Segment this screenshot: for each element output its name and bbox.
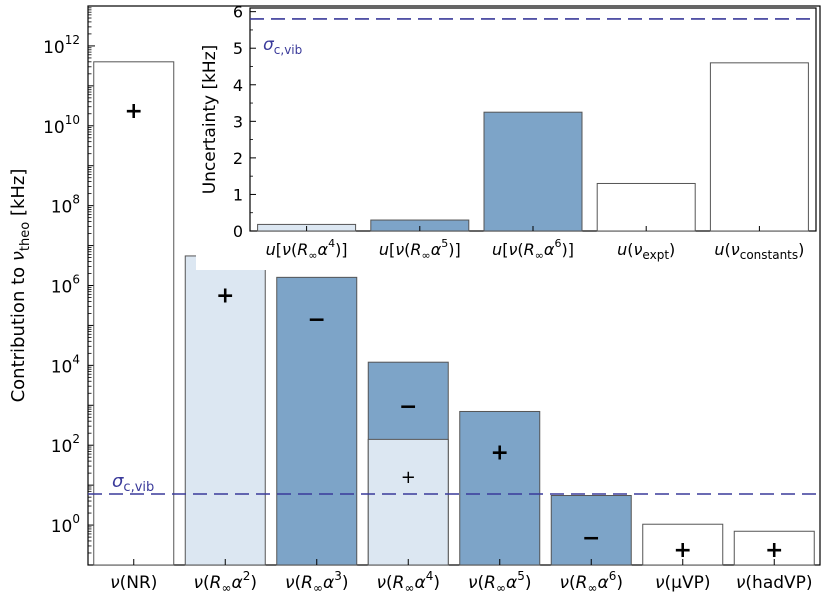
- sign-label: −: [308, 307, 326, 332]
- inset-y-axis-label: Uncertainty [kHz]: [200, 45, 220, 195]
- y-tick-label: 108: [51, 193, 80, 218]
- x-tick-label: ν(NR): [110, 573, 157, 593]
- inset-x-tick-label: u[ν(R∞α4)]: [266, 237, 348, 262]
- sign-label: −: [399, 394, 417, 419]
- inset-x-tick-label: u(νexpt): [617, 240, 675, 262]
- inset-y-tick-label: 5: [233, 39, 243, 58]
- y-tick-label: 1010: [43, 113, 80, 138]
- y-tick-label: 104: [51, 352, 80, 377]
- sign-label: +: [491, 440, 509, 465]
- x-tick-label: ν(μVP): [655, 573, 710, 593]
- inset-x-tick-label: u[ν(R∞α6)]: [492, 237, 574, 262]
- y-tick-label: 102: [51, 432, 80, 457]
- sign-label: +: [125, 99, 143, 124]
- inset-y-tick-label: 2: [233, 149, 243, 168]
- sign-label: +: [674, 538, 692, 563]
- x-tick-label: ν(R∞α2): [194, 569, 257, 595]
- inset-bar: [483, 111, 583, 232]
- inset-sigma-label: σc,vib: [263, 35, 302, 57]
- inset-y-tick-label: 1: [233, 185, 243, 204]
- inset-y-tick-label: 6: [233, 3, 243, 22]
- bar: [459, 410, 541, 566]
- bar: [550, 495, 632, 566]
- x-tick-label: ν(R∞α5): [468, 569, 531, 595]
- bar: [276, 276, 358, 566]
- x-tick-label: ν(R∞α6): [560, 569, 623, 595]
- y-tick-label: 1012: [43, 33, 80, 58]
- y-tick-label: 106: [51, 273, 80, 298]
- inset-bar: [709, 62, 809, 232]
- x-tick-label: ν(hadVP): [736, 573, 813, 593]
- sign-label: +: [765, 538, 783, 563]
- x-tick-label: ν(R∞α3): [285, 569, 348, 595]
- sign-label: −: [582, 526, 600, 551]
- inset-chart: 0 1 2 3 4 5 6 u[ν(R∞α4)] u[ν(R∞α5)] u[ν(R∞α6)] u(ν…: [196, 3, 817, 270]
- y-tick-label: 100: [51, 512, 80, 537]
- sign-label: +: [216, 283, 234, 308]
- x-tick-label: ν(R∞α4): [377, 569, 440, 595]
- inset-bar: [596, 182, 696, 232]
- y-axis-label: Contribution to νtheo [kHz]: [8, 169, 33, 403]
- inset-x-tick-label: u(νconstants): [714, 240, 804, 262]
- bar: [93, 61, 175, 566]
- sigma-label: σc,vib: [112, 471, 154, 495]
- sub-sign-label: +: [401, 467, 416, 488]
- inset-x-tick-label: u[ν(R∞α5)]: [379, 237, 461, 262]
- main-chart: 10010210410610810101012+ν(NR)+ν(R∞α2)−ν(…: [8, 5, 821, 595]
- sub-bar: [367, 438, 449, 566]
- inset-y-tick-label: 0: [233, 222, 243, 241]
- bar: [642, 523, 724, 566]
- inset-y-tick-label: 3: [233, 112, 243, 131]
- inset-y-tick-label: 4: [233, 76, 243, 95]
